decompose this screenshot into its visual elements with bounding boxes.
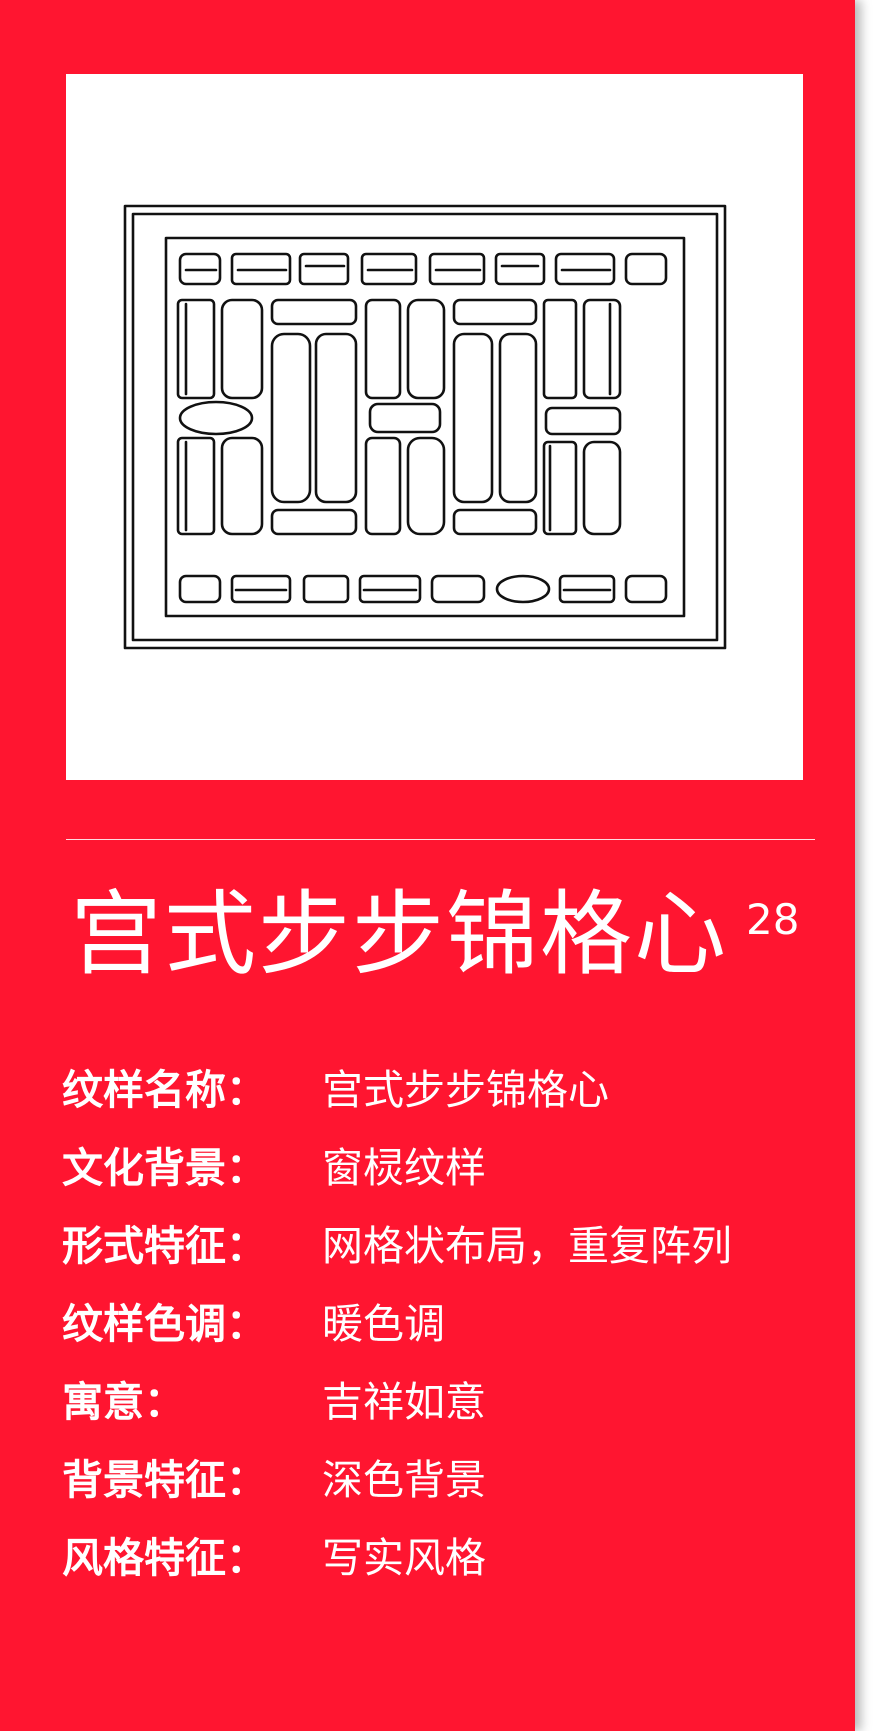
pattern-card: 宫式步步锦格心 28 纹样名称： 宫式步步锦格心 文化背景： 窗棂纹样 形式特征… — [0, 0, 855, 1731]
attribute-label: 寓意： — [62, 1378, 185, 1426]
attribute-list: 纹样名称： 宫式步步锦格心 文化背景： 窗棂纹样 形式特征： 网格状布局，重复阵… — [62, 1066, 842, 1612]
pattern-title: 宫式步步锦格心 — [70, 881, 729, 988]
attribute-label: 纹样名称： — [62, 1066, 267, 1114]
attribute-label: 纹样色调： — [62, 1300, 267, 1348]
attribute-value: 网格状布局，重复阵列 — [322, 1222, 732, 1270]
attribute-label: 风格特征： — [62, 1534, 267, 1582]
attribute-row-meaning: 寓意： 吉祥如意 — [62, 1378, 842, 1456]
attribute-label: 背景特征： — [62, 1456, 267, 1504]
attribute-row-background: 背景特征： 深色背景 — [62, 1456, 842, 1534]
attribute-value: 窗棂纹样 — [322, 1144, 486, 1192]
attribute-row-form: 形式特征： 网格状布局，重复阵列 — [62, 1222, 842, 1300]
attribute-value: 暖色调 — [322, 1300, 445, 1348]
lattice-drawing — [123, 204, 727, 650]
pattern-illustration — [66, 74, 803, 780]
attribute-value: 深色背景 — [322, 1456, 486, 1504]
attribute-value: 写实风格 — [322, 1534, 486, 1582]
attribute-label: 形式特征： — [62, 1222, 267, 1270]
attribute-value: 吉祥如意 — [322, 1378, 486, 1426]
section-divider — [66, 839, 815, 840]
attribute-label: 文化背景： — [62, 1144, 267, 1192]
attribute-row-culture: 文化背景： 窗棂纹样 — [62, 1144, 842, 1222]
pattern-index-number: 28 — [746, 895, 800, 944]
attribute-value: 宫式步步锦格心 — [322, 1066, 609, 1114]
attribute-row-tone: 纹样色调： 暖色调 — [62, 1300, 842, 1378]
attribute-row-style: 风格特征： 写实风格 — [62, 1534, 842, 1612]
attribute-row-name: 纹样名称： 宫式步步锦格心 — [62, 1066, 842, 1144]
